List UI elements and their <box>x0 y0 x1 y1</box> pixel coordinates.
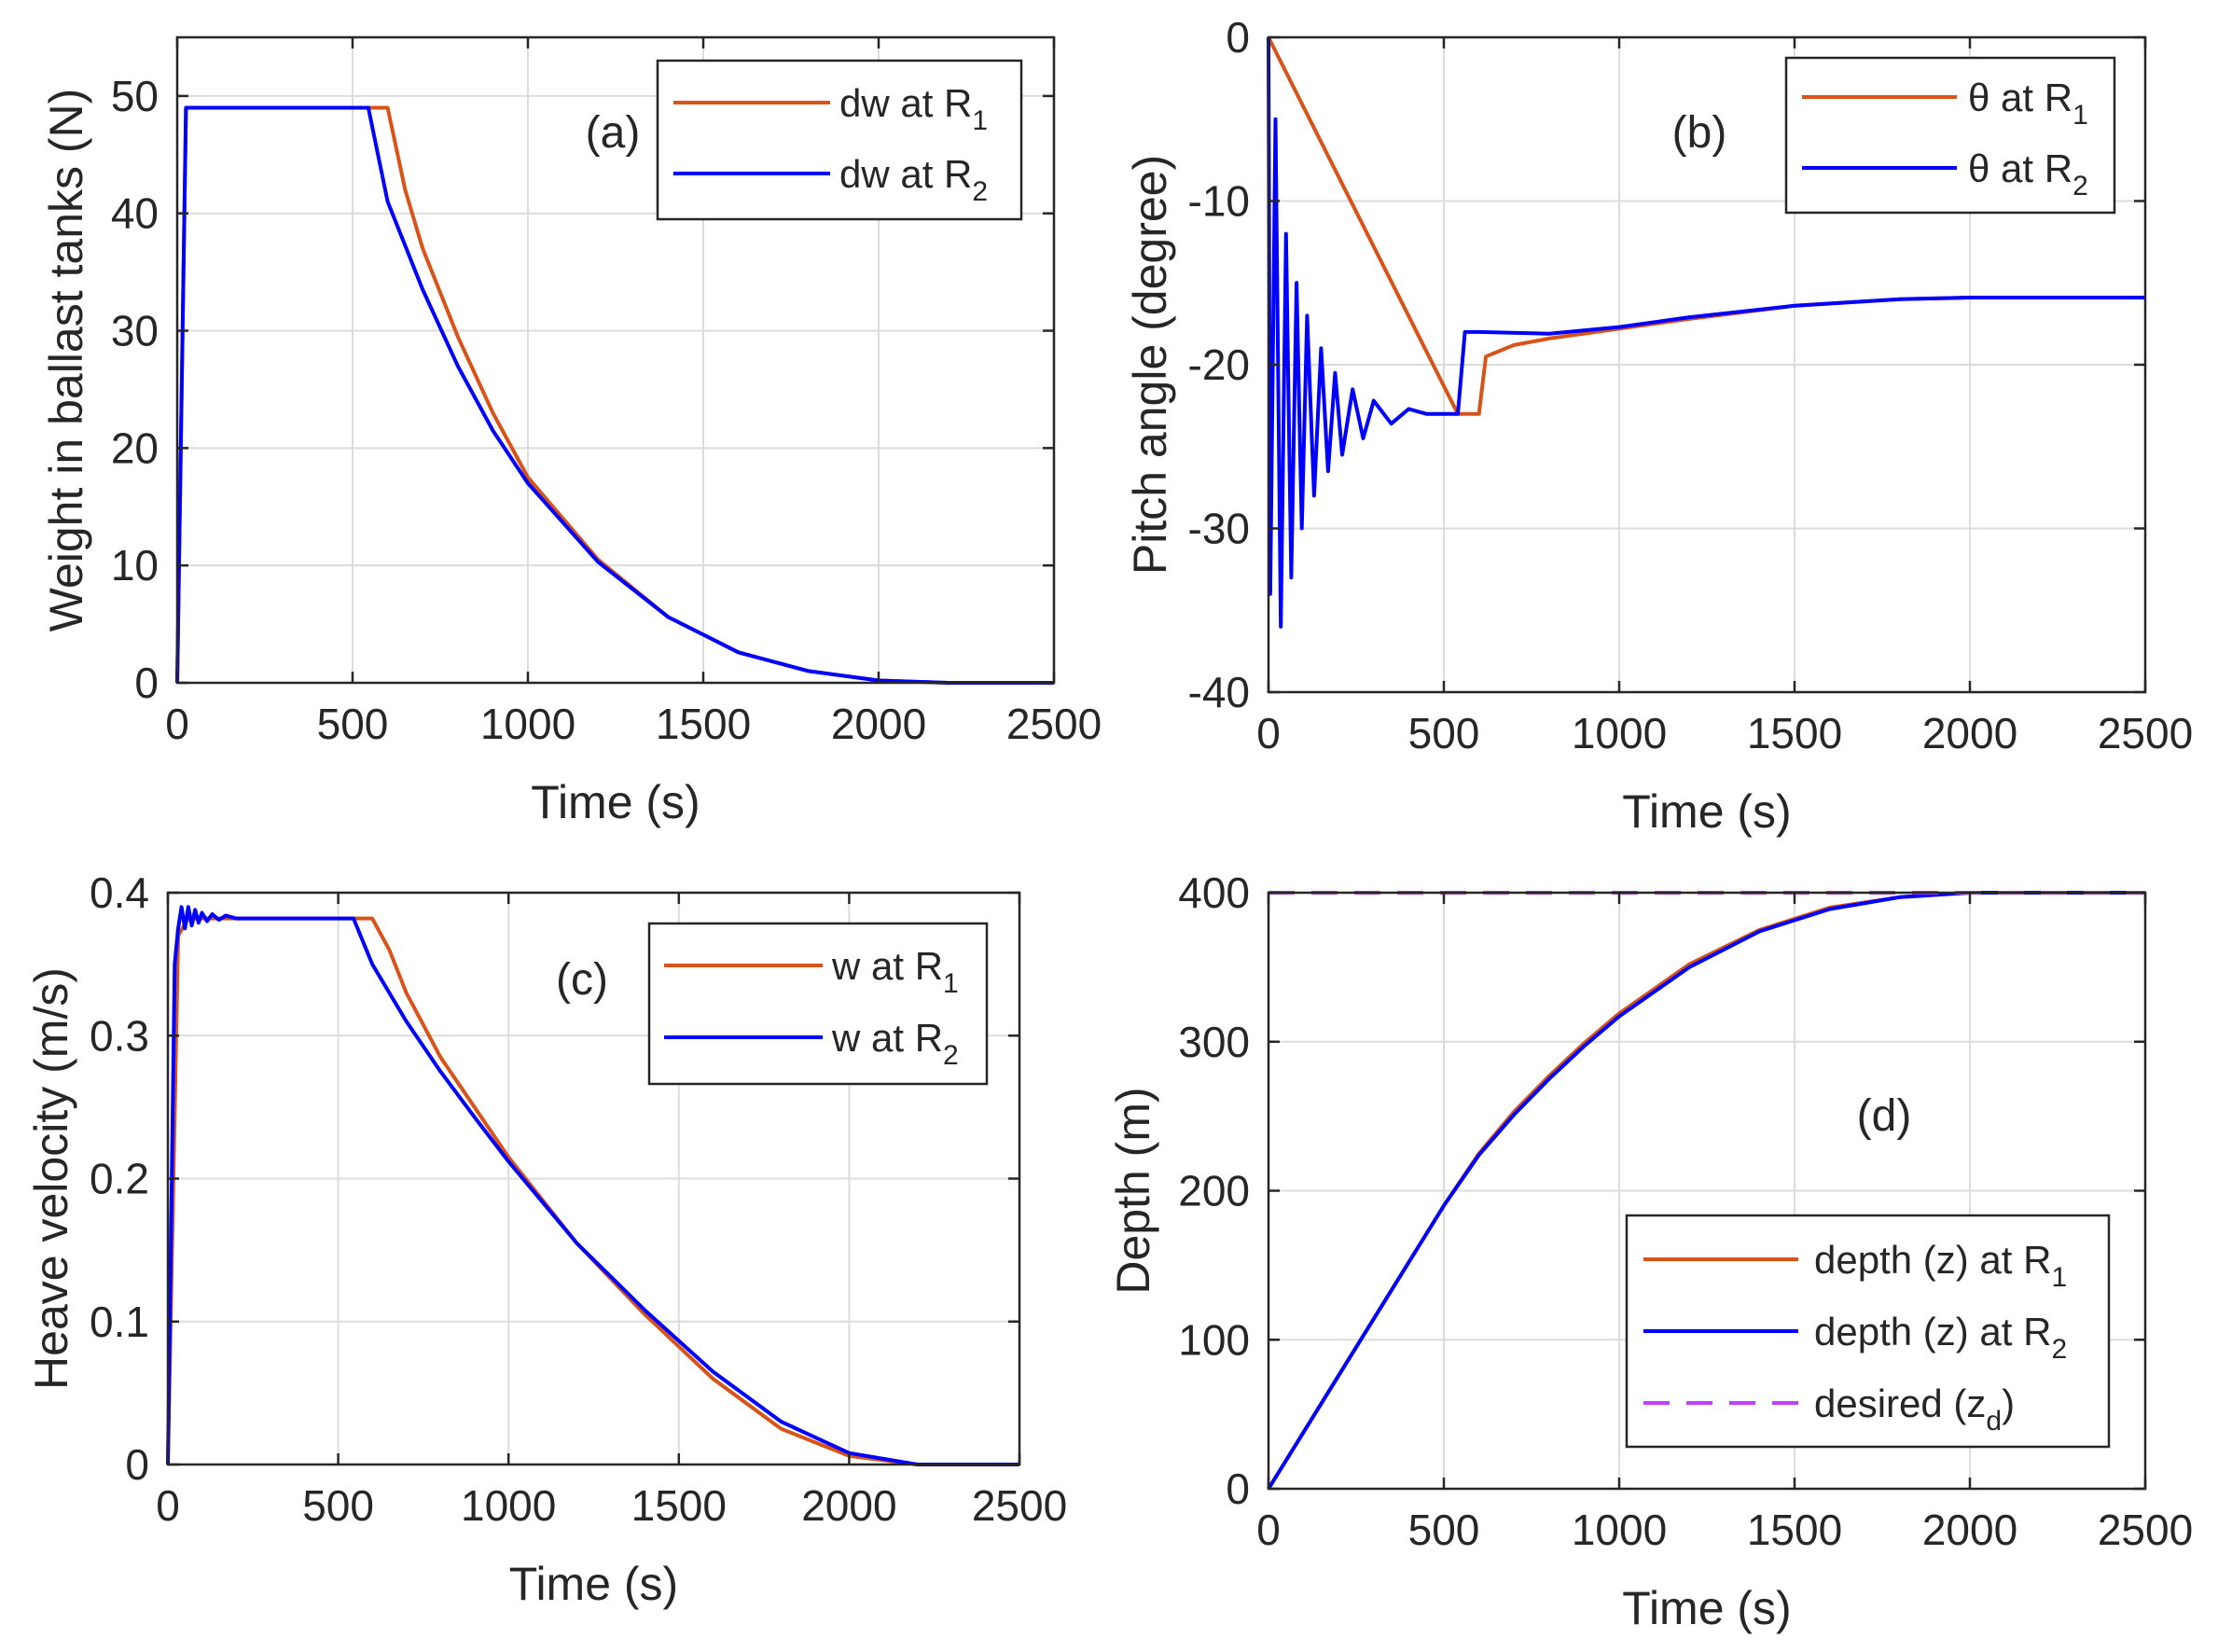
x-tick-label: 1500 <box>1747 709 1842 757</box>
legend: w at R1w at R2 <box>647 922 989 1086</box>
chart-panel-c: w at R1w at R2 0 500 1000 1500 2000 2500 0 0.1 0.… <box>25 868 1067 1610</box>
x-axis-label: Time (s) <box>509 1558 678 1610</box>
x-tick-label: 500 <box>1408 1506 1480 1554</box>
x-axis-label: Time (s) <box>1622 785 1791 838</box>
x-tick-label: 500 <box>1408 709 1480 757</box>
legend-box <box>656 59 1023 221</box>
x-tick-label: 500 <box>302 1481 374 1530</box>
x-tick-label: 1000 <box>1572 1506 1667 1554</box>
axes-box <box>175 35 1056 685</box>
x-tick-label: 0 <box>156 1481 180 1530</box>
legend-box <box>1784 56 2116 215</box>
x-axis-label: Time (s) <box>531 776 700 828</box>
y-tick-label: -40 <box>1188 668 1250 716</box>
y-tick-label: -30 <box>1188 505 1250 553</box>
panel-tag: (d) <box>1857 1091 1912 1141</box>
y-tick-label: 0.1 <box>90 1298 149 1346</box>
x-axis-label: Time (s) <box>1622 1582 1791 1634</box>
x-tick-label: 2000 <box>801 1481 896 1530</box>
y-tick-label: 0 <box>1226 1465 1250 1513</box>
series-line-2: dw at R2 <box>175 105 1054 685</box>
legend-box <box>647 922 989 1086</box>
y-tick-label: 0.2 <box>90 1155 149 1203</box>
y-tick-label: -10 <box>1188 177 1250 226</box>
x-tick-label: 1000 <box>480 700 575 748</box>
y-tick-label: 0.3 <box>90 1011 149 1060</box>
x-tick-label: 1500 <box>1747 1506 1842 1554</box>
x-tick-label: 2500 <box>2098 1506 2193 1554</box>
x-tick-label: 0 <box>1256 1506 1281 1554</box>
x-tick-label: 500 <box>317 700 389 748</box>
y-tick-label: 10 <box>111 541 159 590</box>
panel-tag: (c) <box>556 955 608 1005</box>
series-line-2: w at R2 <box>166 905 1019 1466</box>
y-tick-label: 50 <box>111 72 159 120</box>
y-tick-label: 0 <box>1226 13 1250 62</box>
y-axis-label: Weight in ballast tanks (N) <box>40 89 92 632</box>
y-tick-label: 0.4 <box>90 868 149 917</box>
x-tick-label: 0 <box>165 700 189 748</box>
x-tick-label: 1000 <box>1572 709 1667 757</box>
x-tick-label: 1000 <box>461 1481 556 1530</box>
y-tick-label: 20 <box>111 423 159 472</box>
y-tick-label: 200 <box>1178 1167 1250 1215</box>
y-tick-label: 400 <box>1178 868 1250 917</box>
y-tick-label: 0 <box>125 1440 149 1489</box>
series-line-2: θ at R2 <box>1267 36 2145 629</box>
x-tick-label: 2500 <box>1006 700 1102 748</box>
chart-panel-b: θ at R1θ at R2 0 500 1000 1500 2000 2500 -40 -30… <box>1124 13 2193 838</box>
legend: θ at R1θ at R2 <box>1784 56 2116 215</box>
y-axis-label: Heave velocity (m/s) <box>25 967 77 1390</box>
y-tick-label: 30 <box>111 307 159 355</box>
x-tick-label: 2000 <box>831 700 926 748</box>
x-tick-label: 1500 <box>656 700 751 748</box>
panel-tag: (a) <box>586 108 641 158</box>
y-tick-label: 40 <box>111 189 159 238</box>
x-tick-label: 1500 <box>631 1481 727 1530</box>
panel-tag: (b) <box>1672 108 1727 158</box>
y-tick-label: -20 <box>1188 340 1250 389</box>
x-tick-label: 2000 <box>1922 1506 2017 1554</box>
y-axis-label: Pitch angle (degree) <box>1124 155 1176 575</box>
x-tick-label: 0 <box>1256 709 1281 757</box>
y-tick-label: 0 <box>134 659 159 707</box>
x-tick-label: 2000 <box>1922 709 2017 757</box>
x-tick-label: 2500 <box>972 1481 1067 1530</box>
y-axis-label: Depth (m) <box>1107 1087 1159 1294</box>
x-tick-label: 2500 <box>2098 709 2193 757</box>
legend-box <box>1625 1214 2111 1449</box>
y-tick-label: 100 <box>1178 1315 1250 1364</box>
y-tick-label: 300 <box>1178 1018 1250 1066</box>
